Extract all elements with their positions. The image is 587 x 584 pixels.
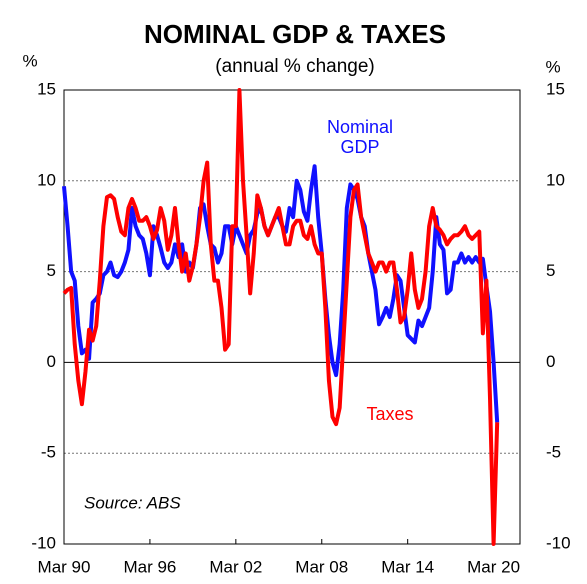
series-line [62, 88, 500, 546]
y2-tick-label: -5 [546, 443, 561, 462]
y-tick-label: 15 [37, 79, 56, 98]
x-tick-label: Mar 90 [38, 557, 91, 576]
x-tick-label: Mar 96 [123, 557, 176, 576]
y2-axis-label: % [545, 57, 560, 76]
y-tick-label: -5 [41, 443, 56, 462]
y-tick-label: 0 [47, 352, 56, 371]
y-tick-label: 10 [37, 170, 56, 189]
y2-tick-label: 10 [546, 170, 565, 189]
y2-tick-label: 15 [546, 79, 565, 98]
y2-tick-label: 5 [546, 261, 555, 280]
x-tick-label: Mar 02 [209, 557, 262, 576]
chart-title: NOMINAL GDP & TAXES [144, 19, 446, 49]
x-tick-label: Mar 08 [295, 557, 348, 576]
series-label: Nominal GDP [326, 117, 394, 157]
y2-tick-label: 0 [546, 352, 555, 371]
y2-tick-label: -10 [546, 533, 571, 552]
x-tick-label: Mar 14 [381, 557, 434, 576]
plot-frame [63, 89, 521, 545]
y-tick-label: 5 [47, 261, 56, 280]
series-label: Taxes [366, 404, 414, 424]
annotation: Source: ABS [84, 493, 181, 512]
x-tick-label: Mar 20 [467, 557, 520, 576]
chart-subtitle: (annual % change) [215, 56, 375, 77]
y-tick-label: -10 [31, 533, 56, 552]
y-axis-label: % [22, 51, 37, 70]
